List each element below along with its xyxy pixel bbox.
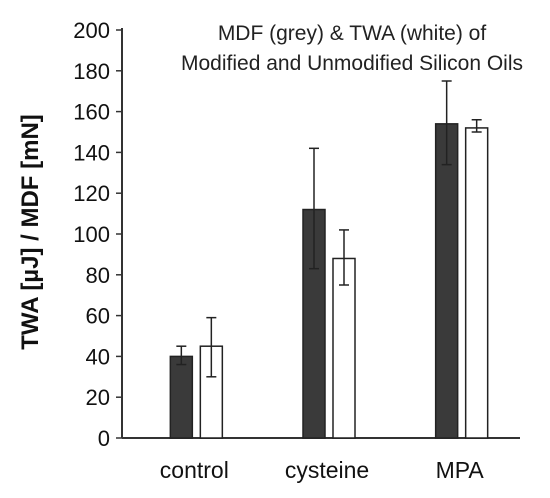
y-tick-label: 160: [73, 100, 110, 125]
y-tick-label: 40: [86, 344, 110, 369]
y-tick-label: 200: [73, 18, 110, 43]
y-tick-label: 80: [86, 263, 110, 288]
x-tick-label: cysteine: [285, 457, 369, 483]
y-tick-label: 100: [73, 222, 110, 247]
y-tick-label: 0: [98, 426, 110, 451]
y-axis-label: TWA [µJ] / MDF [mN]: [17, 114, 44, 350]
y-tick-label: 20: [86, 385, 110, 410]
bar: [464, 127, 489, 439]
bars: [169, 80, 489, 439]
x-tick-label: MPA: [436, 457, 485, 483]
chart-title-line-1: MDF (grey) & TWA (white) of: [218, 22, 487, 45]
x-ticks: control cysteine MPA: [160, 457, 485, 483]
bar: [169, 355, 194, 439]
y-tick-label: 60: [86, 304, 110, 329]
y-ticks: 0 20 40 60 80 100 120 140 160 180 200: [73, 18, 122, 451]
chart-title-line-2: Modified and Unmodified Silicon Oils: [181, 52, 523, 75]
bar: [434, 123, 459, 439]
x-tick-label: control: [160, 457, 229, 483]
y-tick-label: 140: [73, 140, 110, 165]
y-tick-label: 180: [73, 59, 110, 84]
y-tick-label: 120: [73, 181, 110, 206]
